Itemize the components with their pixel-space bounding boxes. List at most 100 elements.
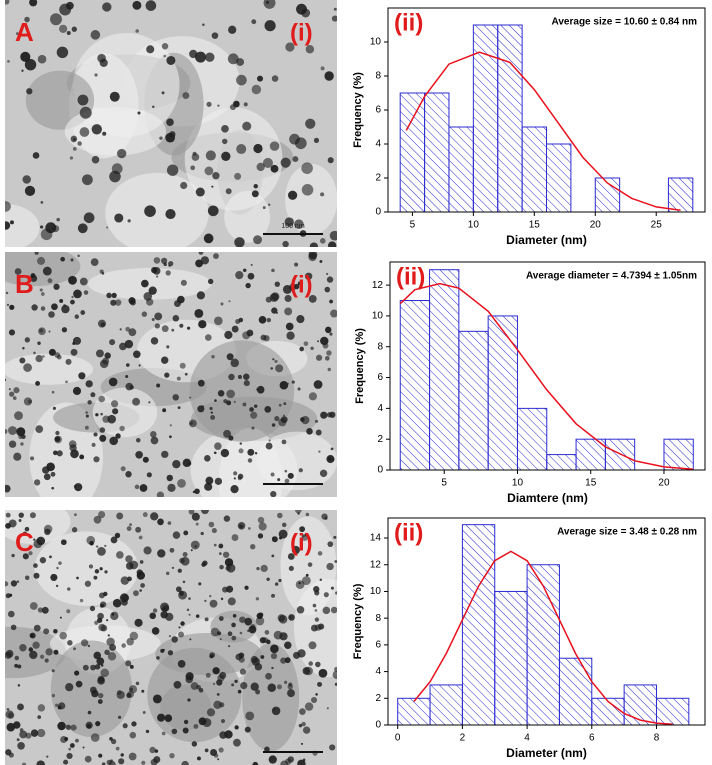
particle bbox=[160, 611, 168, 619]
particle bbox=[24, 526, 30, 532]
particle bbox=[54, 435, 63, 444]
plot-frame bbox=[387, 517, 706, 726]
particle bbox=[56, 217, 60, 222]
y-tick-label: 12 bbox=[370, 559, 382, 570]
particle bbox=[91, 155, 100, 164]
particle bbox=[262, 206, 266, 209]
particle bbox=[286, 331, 295, 340]
particle bbox=[71, 26, 77, 32]
particle bbox=[163, 262, 167, 267]
particle bbox=[145, 0, 157, 11]
particle bbox=[292, 156, 299, 163]
particle bbox=[70, 724, 77, 731]
particle bbox=[325, 326, 332, 334]
particle bbox=[320, 411, 328, 419]
particle bbox=[239, 524, 243, 529]
bar bbox=[424, 92, 450, 213]
particle bbox=[17, 684, 21, 687]
particle bbox=[179, 323, 184, 328]
particle bbox=[314, 419, 319, 423]
particle bbox=[80, 639, 89, 647]
y-tick-label: 12 bbox=[372, 280, 384, 291]
particle bbox=[5, 378, 7, 382]
particle bbox=[116, 690, 125, 700]
particle bbox=[125, 326, 131, 332]
particle bbox=[326, 272, 329, 276]
particle bbox=[10, 580, 18, 587]
particle bbox=[33, 572, 40, 579]
particle bbox=[219, 702, 225, 708]
particle bbox=[115, 433, 121, 439]
particle bbox=[26, 88, 33, 95]
particle bbox=[108, 377, 118, 387]
particle bbox=[182, 552, 188, 557]
particle bbox=[153, 257, 161, 264]
particle bbox=[280, 657, 287, 664]
particle bbox=[70, 449, 79, 459]
particle bbox=[195, 259, 204, 268]
particle bbox=[137, 111, 141, 115]
particle bbox=[289, 615, 292, 619]
particle bbox=[125, 471, 132, 478]
particle bbox=[83, 290, 89, 295]
particle bbox=[180, 621, 185, 626]
x-axis-label: Diamtere (nm) bbox=[507, 491, 588, 505]
particle bbox=[265, 442, 273, 450]
bar bbox=[494, 590, 528, 726]
particle bbox=[40, 228, 53, 241]
particle bbox=[226, 353, 234, 361]
y-tick-label: 2 bbox=[375, 693, 381, 704]
particle bbox=[59, 24, 68, 33]
particle bbox=[281, 522, 287, 528]
particle bbox=[33, 563, 38, 568]
particle bbox=[152, 267, 161, 275]
particle bbox=[166, 55, 176, 65]
particle bbox=[109, 436, 119, 446]
particle bbox=[205, 334, 212, 341]
particle bbox=[202, 23, 205, 26]
particle bbox=[330, 447, 334, 451]
particle bbox=[72, 146, 77, 151]
particle bbox=[120, 753, 124, 757]
particle bbox=[162, 648, 166, 651]
particle bbox=[319, 578, 322, 581]
particle bbox=[276, 311, 279, 314]
particle bbox=[117, 148, 127, 159]
bar bbox=[623, 684, 657, 726]
particle bbox=[206, 708, 216, 717]
particle bbox=[284, 217, 294, 227]
particle bbox=[227, 597, 236, 606]
x-tick-label: 5 bbox=[410, 220, 416, 231]
particle bbox=[14, 655, 20, 661]
bar bbox=[458, 330, 489, 471]
particle bbox=[211, 355, 215, 359]
particle bbox=[284, 469, 288, 473]
particle bbox=[295, 510, 302, 514]
bar bbox=[429, 684, 463, 726]
particle bbox=[14, 663, 19, 668]
particle bbox=[231, 635, 237, 641]
particle bbox=[94, 664, 101, 670]
particle bbox=[242, 121, 252, 131]
particle bbox=[15, 32, 19, 35]
particle bbox=[61, 304, 70, 314]
particle bbox=[243, 102, 248, 107]
particle bbox=[52, 225, 60, 233]
particle bbox=[245, 282, 251, 289]
particle bbox=[219, 638, 222, 641]
particle bbox=[49, 555, 52, 559]
particle bbox=[164, 714, 173, 722]
particle bbox=[112, 598, 122, 608]
particle bbox=[80, 310, 86, 315]
particle bbox=[217, 104, 220, 107]
particle bbox=[221, 151, 231, 161]
particle bbox=[300, 742, 303, 745]
particle bbox=[209, 594, 212, 598]
particle bbox=[51, 390, 55, 394]
particle bbox=[195, 614, 200, 618]
particle bbox=[198, 687, 204, 693]
particle bbox=[213, 753, 219, 758]
particle bbox=[40, 654, 45, 659]
particle bbox=[169, 752, 175, 759]
particle bbox=[197, 405, 205, 413]
